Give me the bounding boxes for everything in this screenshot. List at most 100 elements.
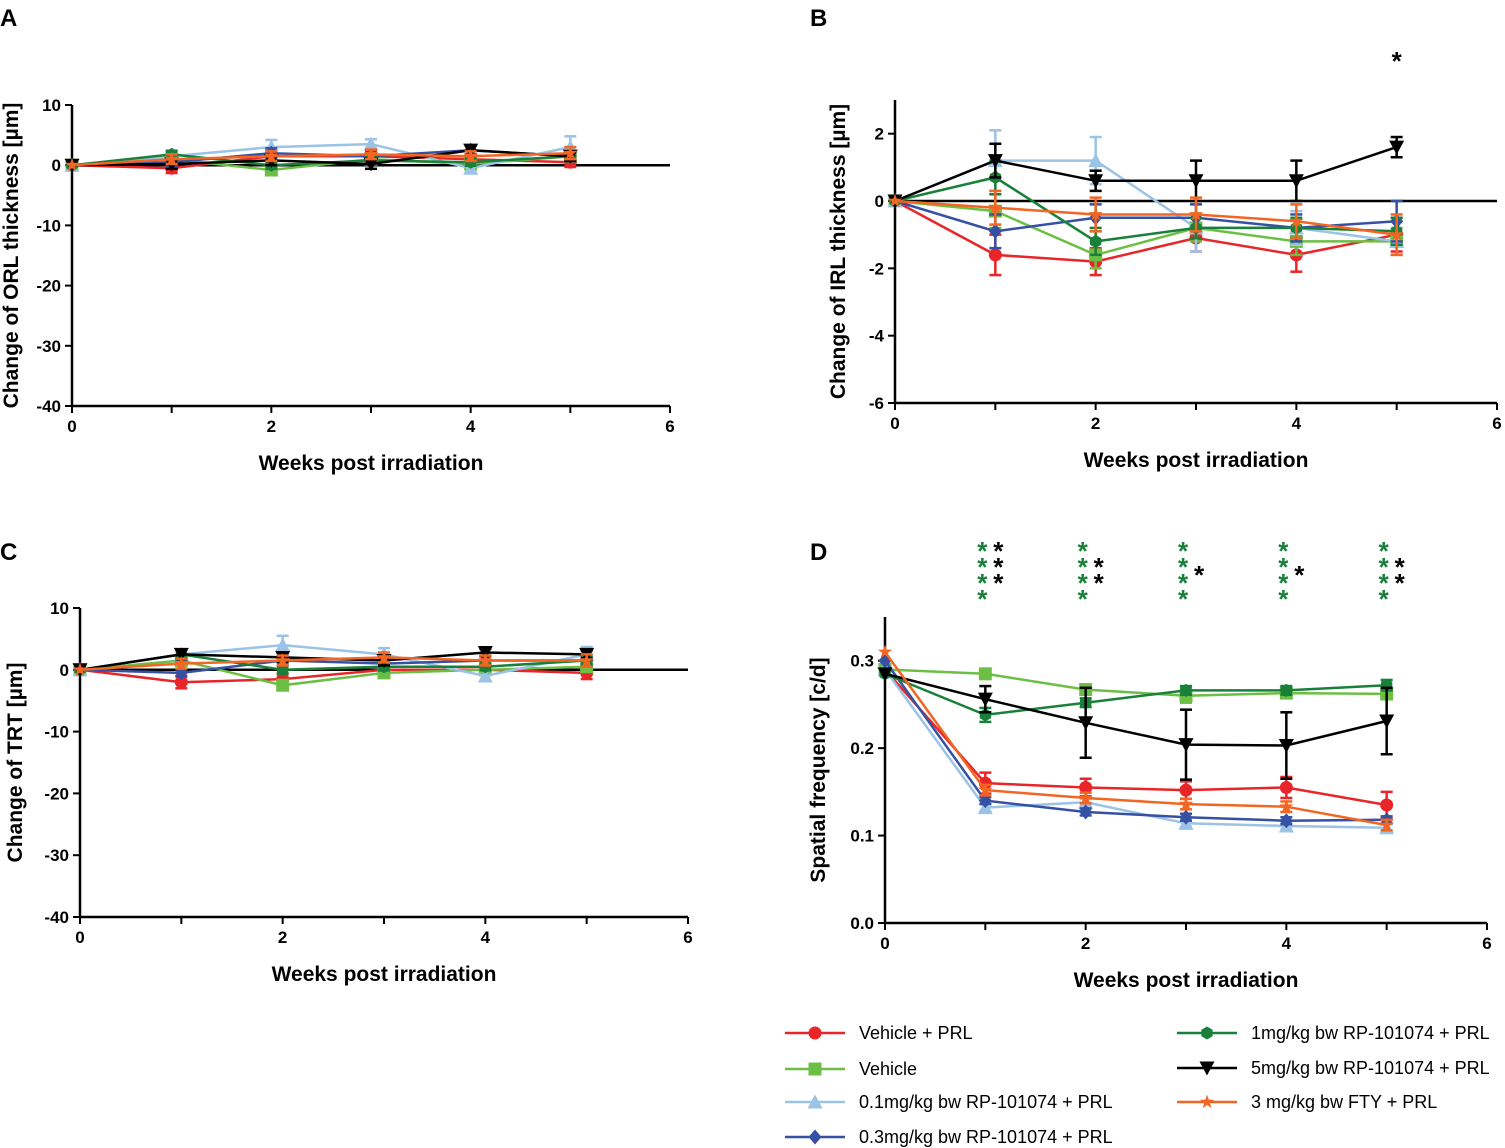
legend-label: Vehicle + PRL <box>859 1023 973 1043</box>
data-point <box>1380 798 1394 812</box>
significance-green: * <box>1379 568 1390 598</box>
y-tick-label: 0 <box>52 156 61 175</box>
significance-green: * <box>1379 584 1390 614</box>
data-point <box>1179 783 1193 797</box>
significance-green: * <box>1278 536 1289 566</box>
data-point <box>173 647 189 662</box>
significance-green: * <box>1178 568 1189 598</box>
series-line <box>884 672 1387 747</box>
series-line <box>884 668 1387 697</box>
data-point <box>1279 780 1293 794</box>
significance-green: * <box>1078 584 1089 614</box>
x-tick-label: 6 <box>665 417 674 436</box>
data-point <box>1088 207 1103 221</box>
legend-label: 0.1mg/kg bw RP-101074 + PRL <box>859 1092 1113 1112</box>
series-line <box>71 142 571 170</box>
significance-green: * <box>977 536 988 566</box>
data-point <box>376 649 392 664</box>
y-tick-label: -20 <box>44 784 69 803</box>
data-point <box>174 656 189 670</box>
data-point <box>1188 207 1204 221</box>
legend-item: 3 mg/kg bw FTY + PRL <box>1177 1092 1437 1112</box>
legend-item: 5mg/kg bw RP-101074 + PRL <box>1177 1058 1490 1078</box>
x-tick-label: 0 <box>890 414 899 433</box>
y-tick-label: -30 <box>44 846 69 865</box>
legend-marker <box>807 1094 823 1109</box>
significance-black: * <box>1294 560 1305 590</box>
data-point <box>1078 790 1093 804</box>
data-point <box>1188 174 1204 189</box>
series-line <box>894 199 1397 257</box>
data-point <box>363 146 379 161</box>
data-point <box>72 662 88 676</box>
y-tick-label: -6 <box>869 394 884 413</box>
legend-marker <box>808 1026 822 1040</box>
series-5mg-kg-bw-rp-101074-prl <box>887 135 1405 209</box>
legend-label: 5mg/kg bw RP-101074 + PRL <box>1251 1058 1490 1078</box>
data-point <box>1389 227 1404 241</box>
data-point <box>363 136 379 151</box>
data-point <box>275 653 290 667</box>
data-point <box>978 667 992 681</box>
panel-C: C 10 0 -10 -20 -30 -40 0 2 4 6 Weeks post irradiati… <box>0 539 693 986</box>
data-point <box>275 637 291 652</box>
x-axis-label: Weeks post irradiation <box>1074 969 1299 992</box>
data-point <box>877 644 893 658</box>
series-line <box>79 659 587 687</box>
series-line <box>894 199 1397 263</box>
x-tick-label: 6 <box>683 928 692 947</box>
legend-item: 1mg/kg bw RP-101074 + PRL <box>1177 1023 1490 1043</box>
significance-green: * <box>1278 584 1289 614</box>
series-3-mg-kg-bw-fty-prl <box>887 189 1404 257</box>
y-tick-label: 0.0 <box>850 914 874 933</box>
data-point <box>988 200 1003 214</box>
significance-black: * <box>1395 568 1406 598</box>
series-vehicle-prl <box>878 662 1394 820</box>
significance-green: * <box>1379 552 1390 582</box>
data-point <box>463 148 478 163</box>
series-line <box>884 672 1387 717</box>
y-tick-label: 0.1 <box>850 827 874 846</box>
data-point <box>1178 796 1194 811</box>
legend-marker <box>808 1062 822 1076</box>
significance-green: * <box>977 584 988 614</box>
data-point <box>1379 817 1394 832</box>
significance-marker: * <box>1392 46 1403 76</box>
series-5mg-kg-bw-rp-101074-prl <box>877 667 1395 781</box>
x-tick-label: 4 <box>1292 414 1302 433</box>
data-point <box>1379 714 1395 729</box>
data-point <box>1289 213 1304 228</box>
series-0-3mg-kg-bw-rp-101074-prl <box>878 653 1394 829</box>
data-point <box>1278 739 1294 754</box>
legend: Vehicle + PRL Vehicle 0.1mg/kg bw RP-10107… <box>785 1023 1490 1147</box>
y-tick-label: -10 <box>36 216 61 235</box>
data-point <box>1279 813 1293 829</box>
series-line <box>71 148 571 167</box>
significance-black: * <box>993 536 1004 566</box>
data-point <box>1280 683 1292 697</box>
significance-green: * <box>1078 568 1089 598</box>
y-tick-label: -40 <box>44 908 69 927</box>
legend-marker <box>1199 1094 1215 1109</box>
y-axis-label: Change of IRL thickness [µm] <box>827 104 850 399</box>
y-tick-label: -30 <box>36 337 61 356</box>
data-point <box>164 151 179 166</box>
y-axis-label: Change of ORL thickness [µm] <box>0 103 23 409</box>
data-point <box>977 692 993 707</box>
data-point <box>887 193 903 208</box>
x-tick-label: 6 <box>1492 414 1501 433</box>
series-3-mg-kg-bw-fty-prl <box>877 644 1394 832</box>
significance-green: * <box>1078 536 1089 566</box>
series-1mg-kg-bw-rp-101074-prl <box>879 667 1393 724</box>
x-tick-label: 4 <box>481 928 491 947</box>
data-point <box>363 157 379 172</box>
legend-label: Vehicle <box>859 1059 917 1079</box>
data-point <box>563 145 578 160</box>
y-axis-label: Change of TRT [µm] <box>4 663 27 863</box>
data-point <box>276 678 290 692</box>
x-tick-label: 2 <box>1081 934 1090 953</box>
panel-label: C <box>0 539 17 566</box>
legend-marker <box>1201 1026 1213 1040</box>
legend-item: 0.1mg/kg bw RP-101074 + PRL <box>785 1092 1113 1112</box>
significance-green: * <box>1178 584 1189 614</box>
